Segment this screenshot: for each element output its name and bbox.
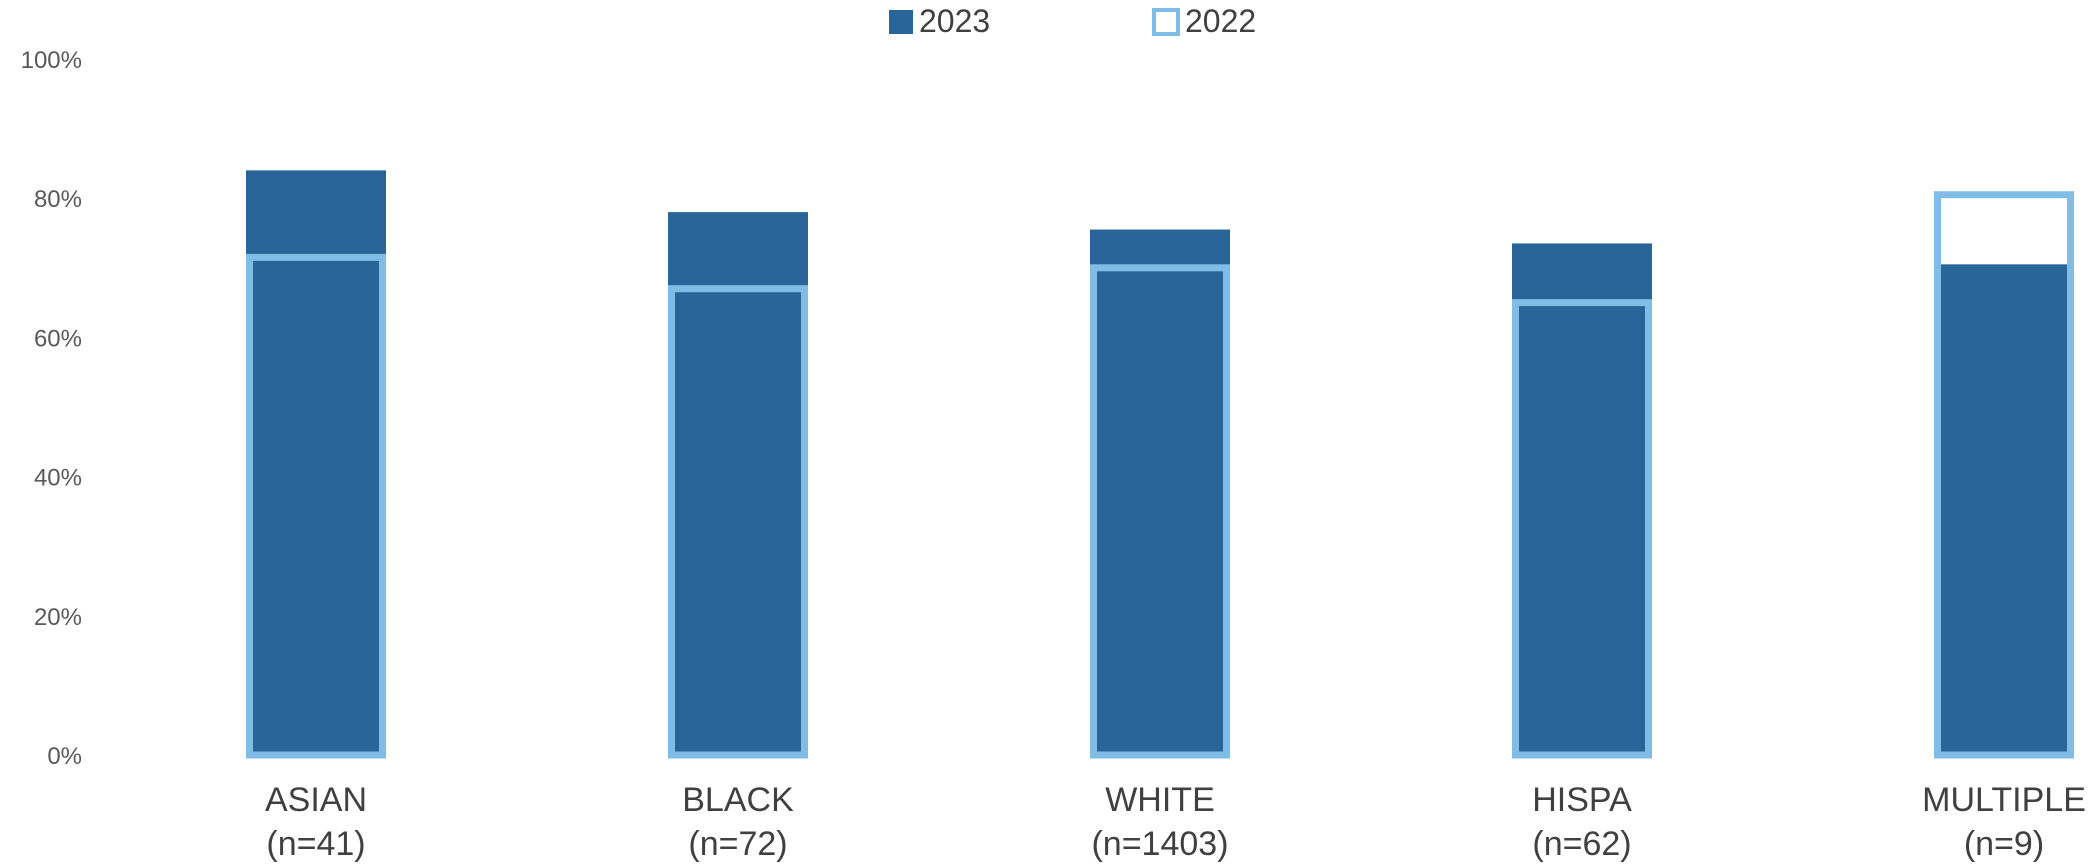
x-category-count: (n=1403)	[1091, 825, 1228, 863]
legend-label-2023: 2023	[919, 3, 990, 39]
legend: 2023 2022	[889, 3, 1256, 39]
y-tick-label: 0%	[47, 743, 82, 770]
bars	[246, 170, 2074, 759]
legend-label-2022: 2022	[1185, 3, 1256, 39]
x-category-label: HISPA	[1532, 781, 1632, 819]
y-tick-label: 80%	[34, 186, 82, 213]
legend-swatch-2023	[889, 10, 913, 34]
bar-2022-hispa	[1512, 299, 1652, 759]
x-axis: ASIAN (n=41) BLACK (n=72) WHITE (n=1403) HISPA…	[265, 781, 2086, 863]
bar-2022-multiple	[1934, 191, 2074, 759]
x-category-count: (n=72)	[688, 825, 787, 863]
bar-2023-multiple	[1934, 264, 2074, 755]
x-category-label: WHITE	[1105, 781, 1215, 819]
x-category-count: (n=41)	[266, 825, 365, 863]
x-category-label: ASIAN	[265, 781, 367, 819]
bar-2022-asian	[246, 253, 386, 759]
x-category-count: (n=62)	[1532, 825, 1631, 863]
bar-2023-black	[668, 212, 808, 755]
bar-2023-hispa	[1512, 243, 1652, 755]
y-tick-label: 60%	[34, 325, 82, 352]
y-tick-label: 100%	[21, 47, 82, 74]
x-category-label: MULTIPLE	[1922, 781, 2086, 819]
y-axis: 0% 20% 40% 60% 80% 100%	[21, 47, 82, 770]
bar-2022-black	[668, 285, 808, 759]
bar-2022-white	[1090, 264, 1230, 759]
y-tick-label: 40%	[34, 465, 82, 492]
y-tick-label: 20%	[34, 604, 82, 631]
bar-2023-white	[1090, 229, 1230, 755]
bar-2023-asian	[246, 170, 386, 756]
legend-swatch-2022	[1152, 8, 1180, 36]
x-category-label: BLACK	[682, 781, 794, 819]
x-category-count: (n=9)	[1964, 825, 2044, 863]
